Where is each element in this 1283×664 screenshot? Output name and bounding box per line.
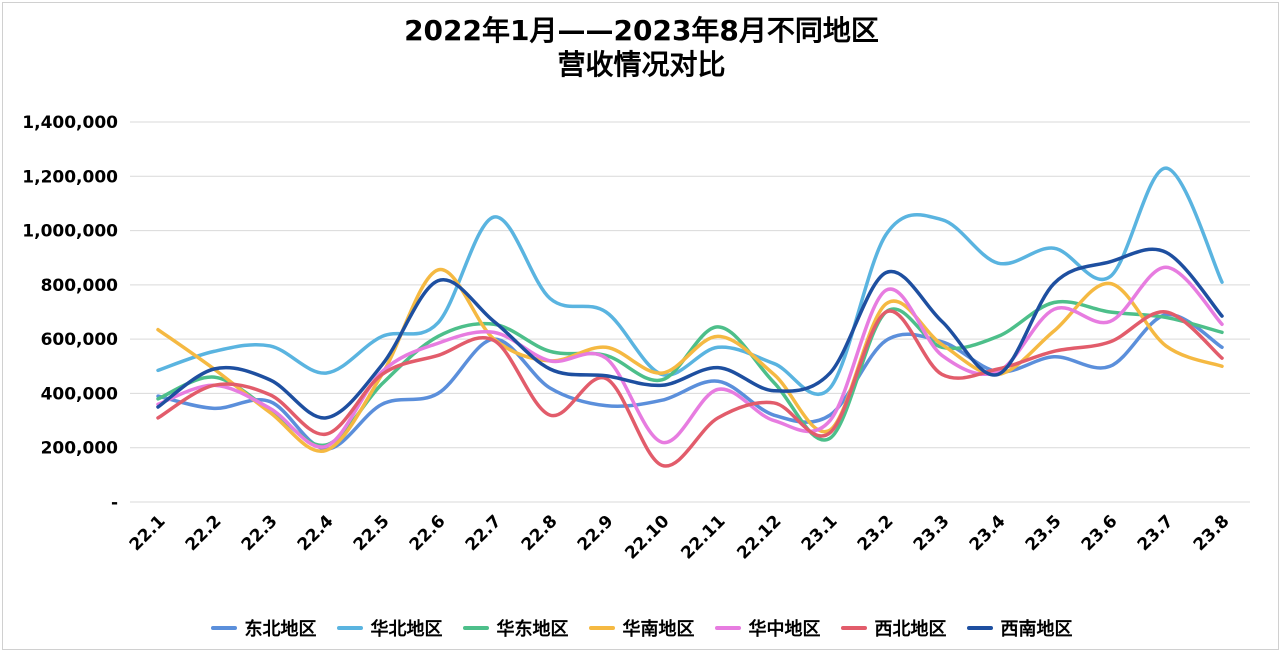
- legend-label: 华中地区: [748, 619, 821, 640]
- x-tick-label: 23.4: [966, 511, 1010, 555]
- series-line-1: [156, 166, 1224, 397]
- y-tick-label: 200,000: [41, 439, 119, 459]
- legend: 东北地区 华北地区 华东地区 华南地区 华中地区 西北地区 西南地区: [0, 614, 1283, 642]
- y-tick-label: 1,200,000: [22, 167, 118, 187]
- y-tick-label: -: [111, 493, 118, 513]
- legend-swatch: [210, 626, 237, 630]
- x-tick-label: 22.3: [238, 511, 282, 555]
- x-tick-label: 23.5: [1022, 511, 1066, 555]
- series-lines: [156, 166, 1224, 468]
- legend-item: 西南地区: [966, 615, 1073, 641]
- chart-title-line1: 2022年1月——2023年8月不同地区: [404, 14, 879, 47]
- x-tick-label: 22.9: [574, 511, 618, 555]
- x-tick-label: 22.1: [126, 511, 170, 555]
- x-tick-label: 22.5: [350, 511, 394, 555]
- legend-swatch: [588, 626, 615, 630]
- x-tick-label: 23.2: [854, 511, 898, 555]
- legend-item: 华南地区: [588, 615, 695, 641]
- legend-swatch: [336, 626, 363, 630]
- chart-frame: [2, 2, 1279, 650]
- legend-item: 华北地区: [336, 615, 443, 641]
- x-tick-label: 22.7: [462, 511, 506, 555]
- legend-swatch: [966, 626, 993, 630]
- legend-swatch: [840, 626, 867, 630]
- x-tick-label: 22.2: [182, 511, 226, 555]
- legend-item: 东北地区: [210, 615, 317, 641]
- series-line-6: [156, 247, 1224, 420]
- x-tick-label: 23.6: [1078, 511, 1122, 555]
- y-tick-label: 1,000,000: [22, 222, 118, 242]
- x-tick-label: 22.11: [677, 511, 729, 563]
- legend-item: 华东地区: [462, 615, 569, 641]
- legend-label: 华南地区: [622, 619, 695, 640]
- x-tick-label: 23.3: [910, 511, 954, 555]
- y-tick-label: 400,000: [41, 384, 119, 404]
- x-axis: 22.1 22.2 22.3 22.4 22.5 22.6 22.7 22.8 22.9 22.1…: [126, 511, 1234, 563]
- chart-title: 2022年1月——2023年8月不同地区 营收情况对比: [0, 14, 1283, 82]
- chart-title-line2: 营收情况对比: [557, 48, 726, 81]
- legend-item: 华中地区: [714, 615, 821, 641]
- x-tick-label: 22.6: [406, 511, 450, 555]
- x-tick-label: 23.8: [1190, 511, 1234, 555]
- legend-item: 西北地区: [840, 615, 947, 641]
- legend-label: 华东地区: [496, 619, 569, 640]
- series-line-3: [156, 268, 1224, 453]
- y-tick-label: 1,400,000: [22, 113, 118, 133]
- x-tick-label: 22.10: [621, 511, 673, 563]
- series-line-5: [156, 309, 1224, 468]
- legend-swatch: [462, 626, 489, 630]
- legend-label: 西北地区: [874, 619, 947, 640]
- y-tick-label: 600,000: [41, 330, 119, 350]
- legend-label: 东北地区: [244, 619, 317, 640]
- legend-label: 华北地区: [370, 619, 443, 640]
- y-axis: - 200,000 400,000 600,000 800,000 1,000,000 1,…: [22, 113, 118, 513]
- x-tick-label: 22.4: [294, 511, 338, 555]
- x-tick-label: 23.1: [798, 511, 842, 555]
- grid: [130, 121, 1250, 503]
- legend-label: 西南地区: [1000, 619, 1073, 640]
- y-tick-label: 800,000: [41, 276, 119, 296]
- legend-swatch: [714, 626, 741, 630]
- x-tick-label: 22.8: [518, 511, 562, 555]
- x-tick-label: 22.12: [733, 511, 785, 563]
- x-tick-label: 23.7: [1134, 511, 1178, 555]
- series-line-4: [156, 265, 1224, 449]
- series-line-0: [156, 312, 1224, 451]
